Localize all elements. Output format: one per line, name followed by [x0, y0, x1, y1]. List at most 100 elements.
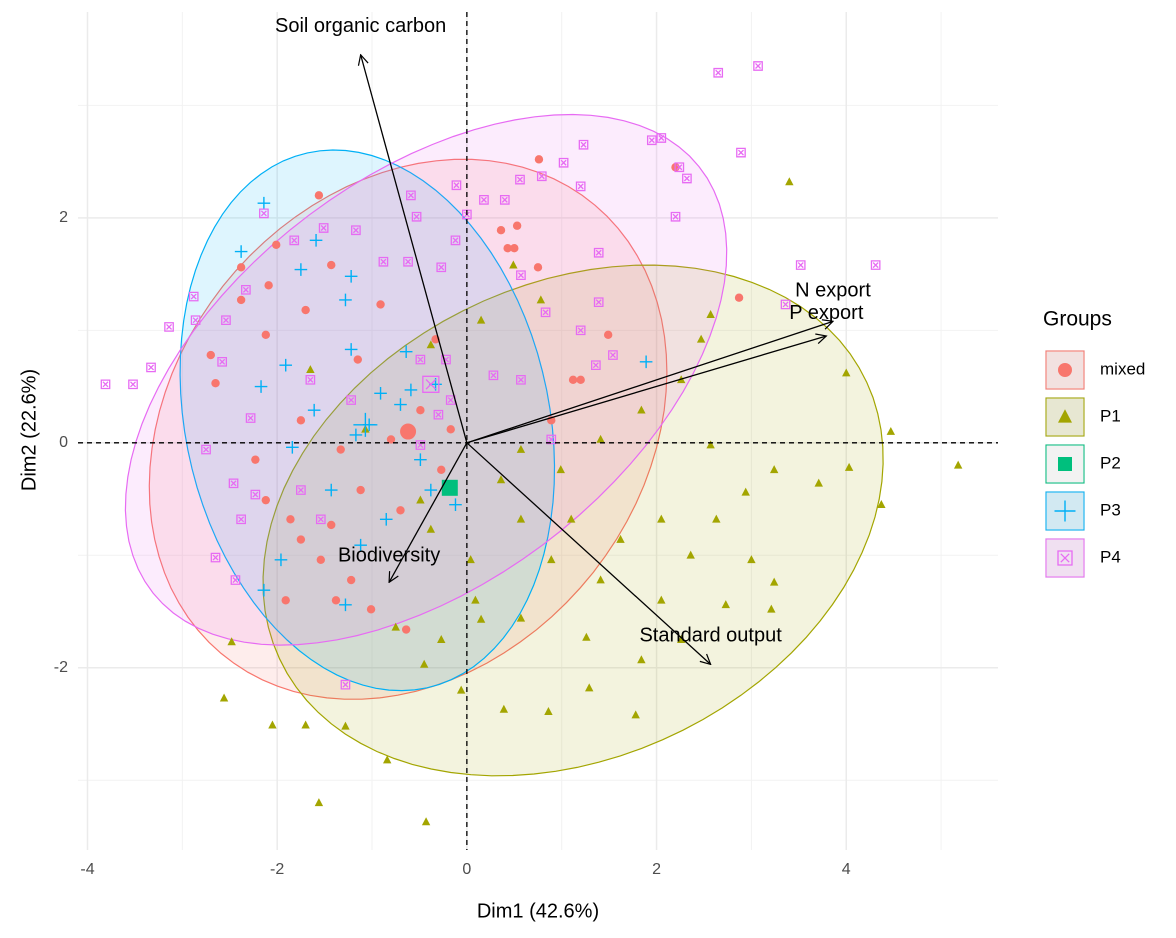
point: [785, 177, 794, 186]
point: [596, 434, 605, 443]
group-centroid: [441, 479, 458, 496]
point: [657, 595, 666, 604]
point: [264, 281, 273, 290]
point: [706, 309, 715, 318]
point: [344, 343, 358, 356]
point: [575, 325, 586, 336]
point: [251, 455, 260, 464]
point: [844, 462, 854, 471]
point: [496, 226, 506, 235]
plot: -4 -2 0 2 4 -2 0 2 Soil organic carbon Biodiversi…: [54, 12, 998, 878]
point: [366, 605, 376, 614]
loading-arrow: [466, 442, 711, 665]
point: [399, 345, 413, 358]
point: [479, 194, 489, 205]
legend-label: P1: [1100, 406, 1121, 425]
point: [533, 263, 543, 272]
point: [568, 375, 578, 385]
point: [339, 598, 352, 612]
point: [734, 293, 744, 302]
point: [496, 475, 506, 484]
point: [547, 555, 556, 564]
point: [769, 577, 779, 586]
point: [637, 405, 646, 414]
point: [670, 211, 681, 222]
point: [336, 445, 345, 454]
point: [451, 180, 462, 191]
point: [190, 315, 201, 326]
point: [456, 685, 466, 694]
point: [307, 403, 321, 417]
point: [378, 256, 389, 267]
point: [512, 221, 522, 230]
point: [953, 460, 963, 469]
point: [236, 514, 246, 525]
point: [544, 707, 553, 716]
point: [591, 360, 601, 371]
point: [351, 225, 361, 236]
point: [769, 465, 779, 474]
point: [305, 374, 316, 385]
point: [706, 440, 715, 449]
point: [281, 596, 290, 605]
point: [886, 426, 896, 435]
point: [314, 191, 324, 200]
point: [394, 398, 407, 411]
point: [450, 235, 461, 246]
point: [327, 260, 336, 270]
point: [314, 798, 324, 807]
x-axis-title: Dim1 (42.6%): [477, 900, 599, 922]
point: [211, 378, 220, 388]
point: [767, 604, 776, 613]
point: [870, 260, 881, 270]
point: [241, 284, 251, 295]
point: [382, 755, 392, 764]
point: [391, 622, 400, 631]
point: [406, 190, 416, 201]
point: [274, 553, 288, 567]
point: [146, 362, 156, 373]
point: [814, 478, 823, 487]
point: [236, 263, 246, 272]
point: [471, 595, 480, 604]
arrow-label: N export: [795, 280, 871, 302]
point: [515, 174, 525, 185]
point: [296, 485, 306, 495]
legend-symbol: [1058, 409, 1072, 423]
point: [682, 173, 692, 184]
point: [593, 247, 604, 258]
point: [741, 487, 750, 496]
point: [316, 555, 326, 564]
point: [250, 489, 261, 500]
point: [696, 334, 706, 343]
y-tick-label: -2: [54, 659, 68, 676]
legend-symbol: [1057, 550, 1073, 566]
point: [546, 434, 557, 445]
point: [341, 721, 350, 730]
point: [339, 293, 352, 307]
point: [206, 350, 215, 360]
group-centroid: [400, 423, 417, 440]
loading-arrow: [361, 55, 468, 443]
point: [516, 374, 526, 385]
point: [245, 413, 256, 423]
point: [294, 263, 308, 276]
point: [674, 162, 685, 173]
point: [637, 655, 646, 664]
point: [608, 350, 618, 360]
legend-key-fill: [1045, 444, 1085, 484]
point: [753, 61, 763, 71]
point: [712, 514, 721, 523]
point: [445, 395, 456, 405]
legend-key-fill: [1045, 538, 1085, 578]
point: [217, 356, 228, 367]
point: [374, 387, 387, 400]
point: [419, 659, 429, 668]
x-tick-label: -2: [270, 861, 284, 878]
point: [499, 704, 509, 713]
point: [376, 300, 385, 309]
point: [257, 583, 271, 597]
point: [379, 512, 393, 526]
point: [268, 720, 277, 729]
